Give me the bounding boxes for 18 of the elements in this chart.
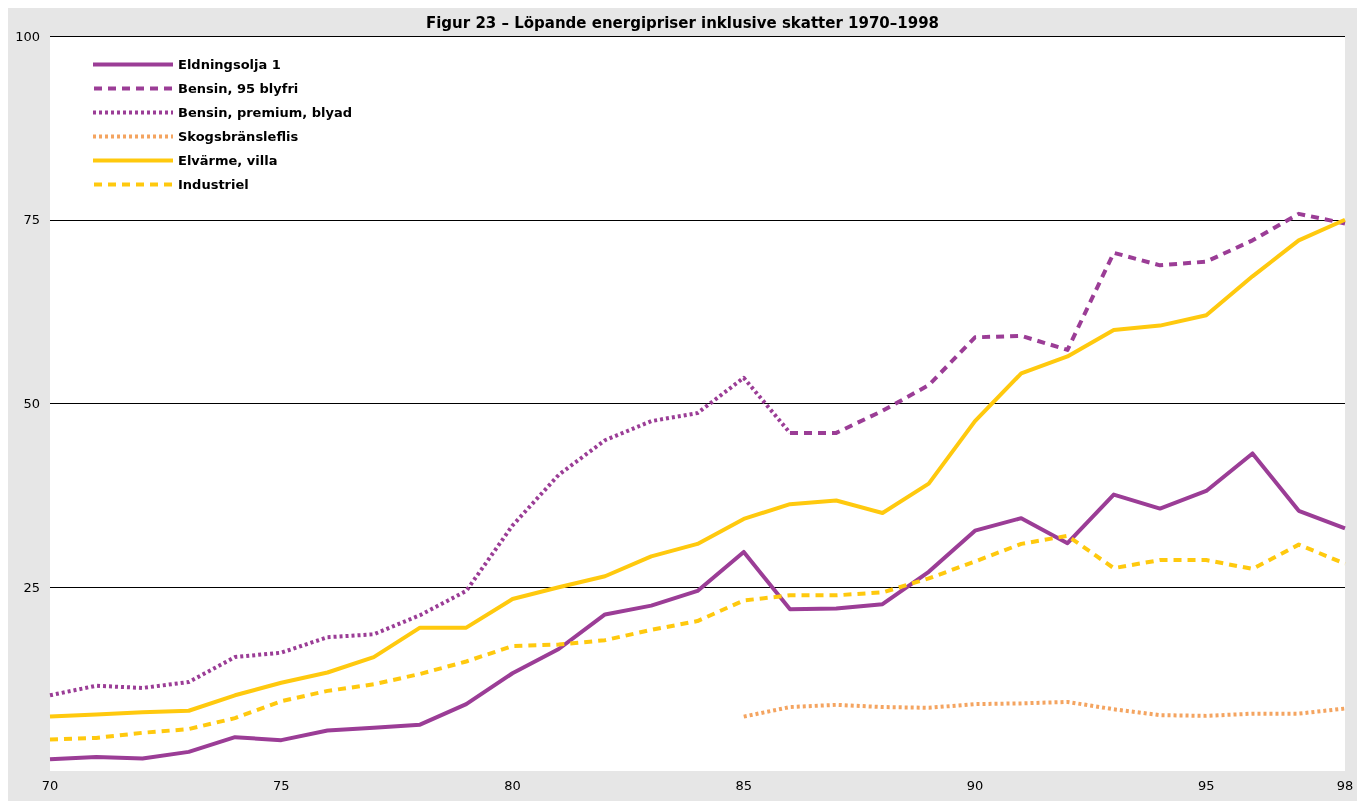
x-tick-label: 85 (735, 778, 753, 793)
y-tick-label: 25 (23, 579, 40, 595)
legend-label: Skogsbränsleflis (178, 129, 299, 144)
legend-label: Bensin, premium, blyad (178, 105, 353, 120)
x-tick-label: 80 (504, 778, 521, 793)
x-tick-label: 95 (1197, 778, 1215, 793)
x-tick-label: 90 (966, 778, 984, 793)
y-tick-label: 50 (23, 396, 40, 411)
x-tick-label: 98 (1336, 778, 1354, 793)
y-tick-label: 75 (23, 212, 40, 228)
legend-label: Industriel (178, 177, 249, 192)
legend-label: Bensin, 95 blyfri (178, 81, 299, 96)
legend-label: Eldningsolja 1 (178, 57, 281, 72)
y-tick-label: 100 (15, 28, 40, 44)
chart-title: Figur 23 – Löpande energipriser inklusive skatter 1970–1998 (425, 13, 940, 32)
legend-label: Elvärme, villa (178, 153, 278, 168)
x-tick-label: 70 (41, 778, 59, 793)
x-tick-label: 75 (272, 778, 290, 793)
